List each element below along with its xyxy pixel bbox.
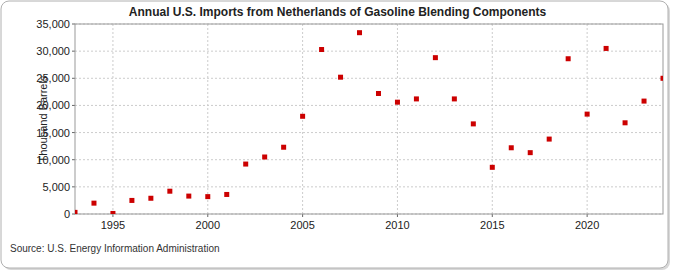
point [395, 100, 400, 105]
point [376, 91, 381, 96]
point [509, 145, 514, 150]
tick-label: 2010 [385, 219, 409, 231]
grid-line [302, 24, 303, 214]
point [243, 162, 248, 167]
point [91, 201, 96, 206]
point [262, 155, 267, 160]
point [566, 56, 571, 61]
tick-label: 2005 [290, 219, 314, 231]
point [414, 96, 419, 101]
point [167, 189, 172, 194]
tick-label: 2020 [575, 219, 599, 231]
grid-line [75, 186, 663, 187]
point [281, 145, 286, 150]
point [224, 192, 229, 197]
axis-label: Thousand Barrels [37, 75, 49, 162]
plot-frame [75, 24, 663, 214]
grid-line [75, 78, 663, 79]
grid-line [492, 24, 493, 214]
grid-line [75, 159, 663, 160]
point [300, 114, 305, 119]
point [186, 194, 191, 199]
tick-label: 1995 [101, 219, 125, 231]
point [604, 46, 609, 51]
point [205, 194, 210, 199]
tick-label: 2000 [196, 219, 220, 231]
point [452, 96, 457, 101]
grid-line [207, 24, 208, 214]
point [471, 121, 476, 126]
points [75, 30, 663, 214]
point [75, 210, 78, 214]
tick-label: 30,000 [36, 45, 70, 57]
point [129, 198, 134, 203]
tick-label: 35,000 [36, 18, 70, 30]
point [642, 99, 647, 104]
point [319, 47, 324, 52]
point [110, 211, 115, 214]
point [148, 196, 153, 201]
point [490, 165, 495, 170]
chart: Annual U.S. Imports from Netherlands of … [0, 0, 675, 275]
grid-line [75, 51, 663, 52]
point [623, 120, 628, 125]
grid-line [75, 105, 663, 106]
point [661, 76, 664, 81]
grid-line [587, 24, 588, 214]
title: Annual U.S. Imports from Netherlands of … [129, 5, 547, 19]
tick-label: 0 [64, 208, 70, 220]
frame [1, 1, 668, 268]
grid-line [112, 24, 113, 214]
source: Source: U.S. Energy Information Administ… [10, 243, 220, 254]
point [433, 55, 438, 60]
point [528, 150, 533, 155]
point [585, 112, 590, 117]
tick-label: 5,000 [42, 181, 70, 193]
tick-label: 2015 [480, 219, 504, 231]
point [547, 137, 552, 142]
grid-line [397, 24, 398, 214]
grid-line [75, 132, 663, 133]
point [357, 30, 362, 35]
point [338, 75, 343, 80]
